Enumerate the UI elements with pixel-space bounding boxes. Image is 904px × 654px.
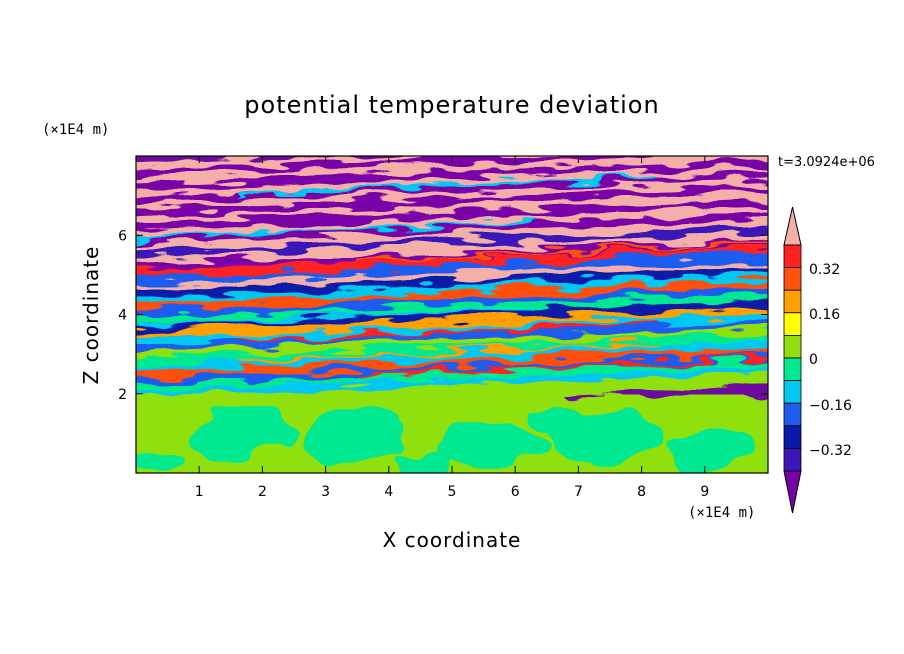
colorbar-label: −0.16 (809, 398, 852, 414)
contour-streak (136, 306, 536, 329)
plot-area (136, 156, 768, 473)
chart-title: potential temperature deviation (244, 91, 659, 119)
colorbar-segment (783, 402, 802, 427)
colorbar-segment (783, 357, 802, 382)
contour-blob (297, 407, 405, 468)
time-label: t=3.0924e+06 (778, 155, 875, 170)
contour-streak (236, 321, 656, 343)
x-tick-label: 6 (511, 484, 520, 500)
contour-blob (531, 403, 588, 432)
colorbar-label: 0.32 (809, 262, 840, 278)
colorbar-label: −0.32 (809, 443, 852, 459)
x-tick-label: 4 (384, 484, 393, 500)
colorbar-segment (783, 289, 802, 314)
contour-blob (395, 449, 459, 473)
colorbar-segment (783, 312, 802, 336)
colorbar-min-arrow (783, 470, 802, 514)
colorbar: 0.32 0.16 0 −0.16 −0.32 (783, 206, 852, 514)
contour-streak (236, 174, 656, 197)
colorbar-label: 0 (809, 352, 818, 368)
x-tick-label: 5 (448, 484, 457, 500)
y-tick-label: 2 (118, 387, 127, 403)
x-tick-label: 1 (195, 484, 204, 500)
contour-blob (439, 421, 541, 470)
contour-blob (196, 407, 291, 460)
x-unit-label: (×1E4 m) (688, 505, 755, 521)
x-tick-label: 2 (258, 484, 267, 500)
colorbar-label: 0.16 (809, 307, 840, 323)
colorbar-max-arrow (783, 206, 802, 246)
colorbar-segment (783, 425, 802, 449)
colorbar-segment (783, 334, 802, 359)
colorbar-segment (783, 380, 802, 404)
contour-blob (136, 443, 187, 473)
colorbar-segment (783, 267, 802, 291)
contour-streak (356, 240, 768, 263)
contour-streak (136, 219, 536, 242)
x-axis-label: X coordinate (383, 528, 522, 552)
contour-streak (236, 341, 656, 363)
contour-streak (356, 355, 768, 378)
x-tick-label: 8 (637, 484, 646, 500)
x-tick-label: 7 (574, 484, 583, 500)
x-tick-label: 9 (700, 484, 709, 500)
colorbar-segment (783, 447, 802, 472)
x-tick-label: 3 (321, 484, 330, 500)
colorbar-segment (783, 244, 802, 269)
y-tick-label: 6 (118, 228, 127, 244)
contour-blob (666, 427, 756, 472)
y-unit-label: (×1E4 m) (42, 122, 109, 138)
y-axis-label: Z coordinate (79, 246, 103, 385)
y-tick-label: 4 (118, 308, 127, 324)
contour-streak (136, 287, 536, 309)
